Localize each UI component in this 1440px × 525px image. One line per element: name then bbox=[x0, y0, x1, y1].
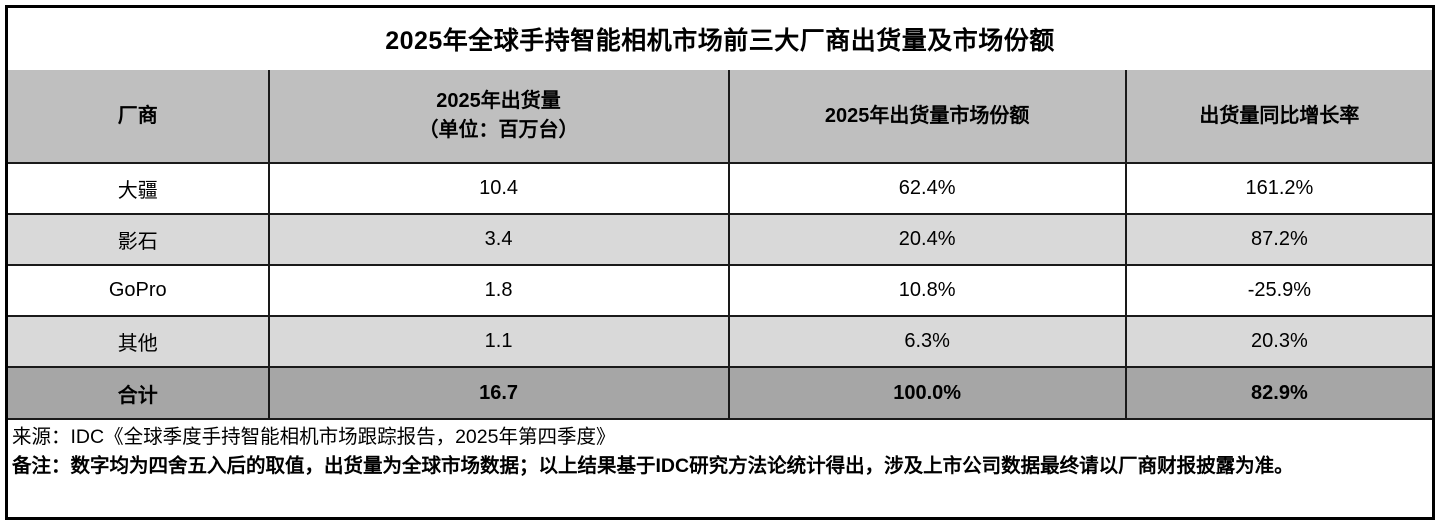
cell-vendor: 合计 bbox=[8, 366, 270, 420]
cell-vendor: 大疆 bbox=[8, 162, 270, 215]
table-footer: 来源：IDC《全球季度手持智能相机市场跟踪报告，2025年第四季度》 备注：数字… bbox=[8, 420, 1432, 517]
table-row-insta360: 影石 3.4 20.4% 87.2% bbox=[8, 213, 1432, 266]
table-row-others: 其他 1.1 6.3% 20.3% bbox=[8, 315, 1432, 368]
header-shipments-line2: （单位：百万台） bbox=[418, 119, 579, 141]
cell-share: 100.0% bbox=[727, 366, 1127, 420]
header-vendor: 厂商 bbox=[8, 70, 270, 164]
header-shipments: 2025年出货量 （单位：百万台） bbox=[267, 70, 730, 164]
note-line: 备注：数字均为四舍五入后的取值，出货量为全球市场数据；以上结果基于IDC研究方法… bbox=[12, 455, 1294, 477]
table-frame: 2025年全球手持智能相机市场前三大厂商出货量及市场份额 厂商 2025年出货量… bbox=[5, 5, 1435, 520]
cell-share: 20.4% bbox=[727, 213, 1127, 266]
cell-growth: 20.3% bbox=[1124, 315, 1432, 368]
cell-shipments: 10.4 bbox=[267, 162, 730, 215]
cell-vendor: 其他 bbox=[8, 315, 270, 368]
cell-shipments: 16.7 bbox=[267, 366, 730, 420]
table-row-gopro: GoPro 1.8 10.8% -25.9% bbox=[8, 264, 1432, 317]
table-row-dji: 大疆 10.4 62.4% 161.2% bbox=[8, 162, 1432, 215]
cell-growth: 82.9% bbox=[1124, 366, 1432, 420]
table-row-total: 合计 16.7 100.0% 82.9% bbox=[8, 366, 1432, 420]
cell-shipments: 1.8 bbox=[267, 264, 730, 317]
cell-shipments: 3.4 bbox=[267, 213, 730, 266]
cell-growth: 161.2% bbox=[1124, 162, 1432, 215]
cell-share: 6.3% bbox=[727, 315, 1127, 368]
source-line: 来源：IDC《全球季度手持智能相机市场跟踪报告，2025年第四季度》 bbox=[12, 426, 616, 448]
cell-growth: -25.9% bbox=[1124, 264, 1432, 317]
market-share-table: 厂商 2025年出货量 （单位：百万台） 2025年出货量市场份额 出货量同比增… bbox=[8, 70, 1432, 420]
header-shipments-line1: 2025年出货量 bbox=[436, 90, 561, 112]
cell-share: 62.4% bbox=[727, 162, 1127, 215]
page-title: 2025年全球手持智能相机市场前三大厂商出货量及市场份额 bbox=[385, 27, 1055, 55]
cell-growth: 87.2% bbox=[1124, 213, 1432, 266]
header-market-share: 2025年出货量市场份额 bbox=[727, 70, 1127, 164]
cell-vendor: GoPro bbox=[8, 264, 270, 317]
cell-shipments: 1.1 bbox=[267, 315, 730, 368]
cell-share: 10.8% bbox=[727, 264, 1127, 317]
table-header-row: 厂商 2025年出货量 （单位：百万台） 2025年出货量市场份额 出货量同比增… bbox=[8, 70, 1432, 164]
header-yoy-growth: 出货量同比增长率 bbox=[1124, 70, 1432, 164]
cell-vendor: 影石 bbox=[8, 213, 270, 266]
